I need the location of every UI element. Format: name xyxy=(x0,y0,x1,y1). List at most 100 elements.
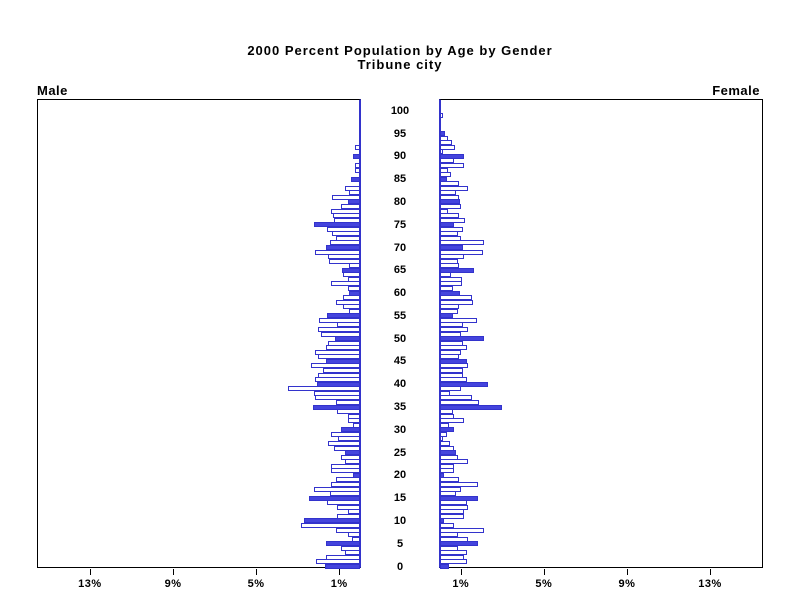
female-bar xyxy=(440,436,444,442)
female-bar xyxy=(440,313,454,319)
female-bar xyxy=(440,213,459,219)
male-bar xyxy=(331,194,360,200)
male-bar xyxy=(348,290,360,296)
male-bar xyxy=(342,267,360,273)
female-bar xyxy=(440,203,461,209)
female-bar xyxy=(440,267,475,273)
male-bar xyxy=(341,203,360,209)
male-bar xyxy=(325,345,360,351)
male-bar xyxy=(330,208,360,214)
female-percent-tick xyxy=(710,569,712,575)
male-bar xyxy=(332,213,360,219)
female-bar xyxy=(440,513,465,519)
male-bar xyxy=(343,304,360,310)
male-bar xyxy=(314,486,360,492)
male-bar xyxy=(343,295,360,301)
male-bar xyxy=(347,509,360,515)
age-axis-label: 30 xyxy=(393,423,407,436)
female-bar xyxy=(440,413,455,419)
female-bar xyxy=(440,559,467,565)
female-bar xyxy=(440,240,485,246)
female-bar xyxy=(440,554,465,560)
female-bar xyxy=(440,290,460,296)
female-bar xyxy=(440,345,467,351)
male-bar xyxy=(341,454,360,460)
male-panel xyxy=(37,99,361,568)
female-bar xyxy=(440,564,450,569)
male-bar xyxy=(350,176,360,182)
female-bar xyxy=(440,263,460,269)
male-bar xyxy=(324,564,360,569)
female-bar xyxy=(440,140,453,146)
female-percent-tick xyxy=(626,569,628,575)
male-bar xyxy=(345,450,360,456)
female-bar xyxy=(440,249,483,255)
male-bar xyxy=(327,440,360,446)
female-bar xyxy=(440,286,454,292)
female-bar xyxy=(440,368,464,374)
male-bar xyxy=(316,559,360,565)
female-bar xyxy=(440,477,460,483)
male-bar xyxy=(330,281,360,287)
male-bar xyxy=(347,286,360,292)
female-percent-tick-label: 9% xyxy=(618,578,636,590)
male-bar xyxy=(330,463,360,469)
male-percent-tick-label: 5% xyxy=(247,578,265,590)
female-bar xyxy=(440,276,463,282)
female-bar xyxy=(440,172,451,178)
age-axis-label: 55 xyxy=(393,309,407,322)
female-bar xyxy=(440,317,477,323)
male-bar xyxy=(352,153,360,159)
male-bar xyxy=(341,545,360,551)
male-bar xyxy=(335,336,360,342)
female-bar xyxy=(440,258,458,264)
female-bar xyxy=(440,131,446,137)
male-bar xyxy=(327,254,360,260)
female-bar xyxy=(440,358,467,364)
female-percent-tick-label: 13% xyxy=(698,578,722,590)
male-bar xyxy=(329,240,360,246)
female-bar xyxy=(440,399,480,405)
female-bar xyxy=(440,454,458,460)
male-bar xyxy=(351,536,360,542)
chart-title: 2000 Percent Population by Age by Gender xyxy=(247,43,553,58)
female-bar xyxy=(440,349,461,355)
age-axis-label: 65 xyxy=(393,264,407,277)
female-bar xyxy=(440,459,468,465)
female-bar xyxy=(440,194,459,200)
female-bar xyxy=(440,222,455,228)
male-panel-label: Male xyxy=(37,83,68,98)
female-bar xyxy=(440,377,467,383)
female-bar xyxy=(440,532,458,538)
female-bar xyxy=(440,299,474,305)
male-bar xyxy=(354,167,360,173)
male-bar xyxy=(330,431,360,437)
female-bar xyxy=(440,500,467,506)
male-bar xyxy=(337,322,360,328)
female-panel-label: Female xyxy=(712,83,760,98)
male-bar xyxy=(347,418,360,424)
female-bar xyxy=(440,322,464,328)
male-percent-tick xyxy=(173,569,175,575)
female-bar xyxy=(440,509,465,515)
male-percent-tick xyxy=(89,569,91,575)
male-bar xyxy=(336,399,360,405)
female-bar xyxy=(440,409,454,415)
male-percent-tick-label: 1% xyxy=(330,578,348,590)
female-bar xyxy=(440,427,455,433)
male-bar xyxy=(331,231,360,237)
female-percent-tick xyxy=(460,569,462,575)
male-bar xyxy=(300,522,360,528)
male-bar xyxy=(309,495,360,501)
male-bar xyxy=(326,226,360,232)
age-axis-label: 70 xyxy=(393,241,407,254)
female-panel xyxy=(439,99,763,568)
male-bar xyxy=(315,377,360,383)
female-bar xyxy=(440,245,464,250)
age-axis-label: 5 xyxy=(396,537,404,550)
female-bar xyxy=(440,504,468,510)
age-axis-label: 95 xyxy=(393,127,407,140)
female-bar xyxy=(440,390,450,396)
age-axis-label: 20 xyxy=(393,469,407,482)
male-bar xyxy=(347,532,360,538)
